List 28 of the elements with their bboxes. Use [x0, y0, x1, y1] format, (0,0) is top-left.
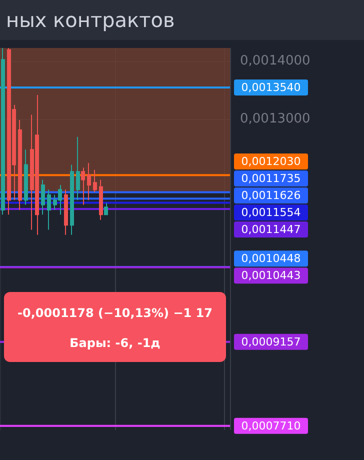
- candlestick: [93, 169, 97, 192]
- ref-line-label: 0,0010443: [241, 269, 301, 282]
- candlestick: [87, 162, 91, 201]
- annotation: Бары: -6, -1д: [70, 336, 161, 350]
- candlestick: [76, 136, 80, 201]
- candlestick: [18, 119, 22, 210]
- y-tick-label: 0,0014000: [240, 53, 310, 68]
- candlestick: [70, 164, 74, 236]
- annotation: -0,0001178 (−10,13%) −1 17: [18, 306, 212, 320]
- y-tick-label: 0,0013000: [240, 111, 310, 126]
- candlestick: [24, 149, 28, 206]
- candlestick: [104, 202, 108, 216]
- candlestick: [1, 48, 5, 216]
- chart-title: ных контрактов: [6, 8, 175, 32]
- ref-line-label: 0,0011626: [241, 189, 301, 202]
- ref-line-label: 0,0013540: [241, 80, 301, 94]
- ref-line-label: 0,0009157: [241, 335, 301, 348]
- candlestick: [99, 179, 103, 220]
- candlestick: [47, 189, 51, 230]
- ref-line-label: 0,0011735: [241, 172, 301, 186]
- candlestick: [64, 189, 68, 236]
- ref-line-label: 0,0010448: [241, 252, 301, 266]
- candlestick: [81, 167, 85, 206]
- ref-line-label: 0,0011447: [241, 223, 301, 236]
- candlestick: [41, 179, 45, 216]
- ref-line-label: 0,0011554: [241, 206, 301, 220]
- ref-line-label: 0,0012030: [241, 155, 301, 168]
- ref-line-label: 0,0007710: [241, 419, 301, 432]
